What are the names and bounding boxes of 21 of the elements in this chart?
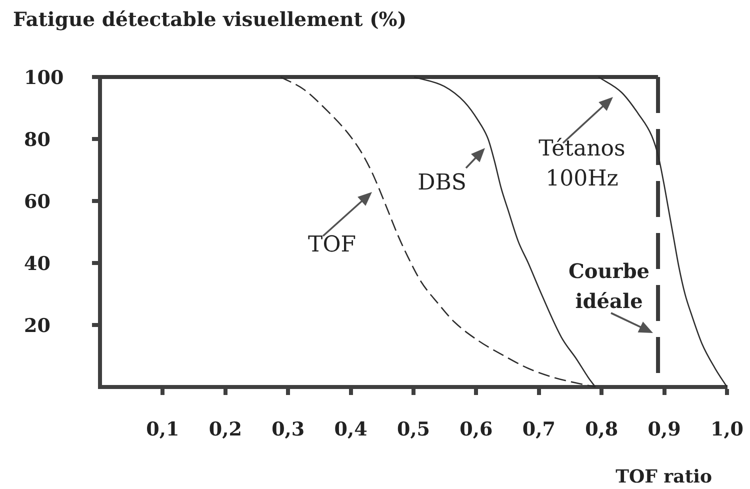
y-tick-label: 60: [24, 190, 50, 213]
series-label: TOF: [308, 232, 356, 258]
x-tick-label: 0,2: [208, 418, 242, 440]
x-axis-title: TOF ratio: [616, 466, 712, 488]
y-tick-label: 80: [24, 128, 50, 151]
series-label: DBS: [418, 170, 466, 196]
x-tick-label: 0,9: [648, 418, 681, 440]
x-tick-label: 0,1: [146, 418, 180, 440]
x-tick-label: 0,7: [522, 418, 556, 440]
y-tick-label: 100: [24, 66, 64, 89]
x-tick-label: 0,4: [334, 418, 368, 440]
x-tick-label: 0,8: [585, 418, 618, 440]
x-tick-label: 0,6: [460, 418, 493, 440]
series-label: Courbe idéale: [568, 259, 650, 314]
x-tick-label: 1,0: [710, 418, 744, 440]
y-tick-label: 20: [24, 314, 50, 337]
x-tick-label: 0,3: [272, 418, 305, 440]
series-label: Tétanos 100Hz: [538, 136, 626, 192]
y-tick-label: 40: [24, 252, 50, 275]
x-tick-label: 0,5: [396, 418, 430, 440]
y-axis-title: Fatigue détectable visuellement (%): [13, 8, 407, 32]
